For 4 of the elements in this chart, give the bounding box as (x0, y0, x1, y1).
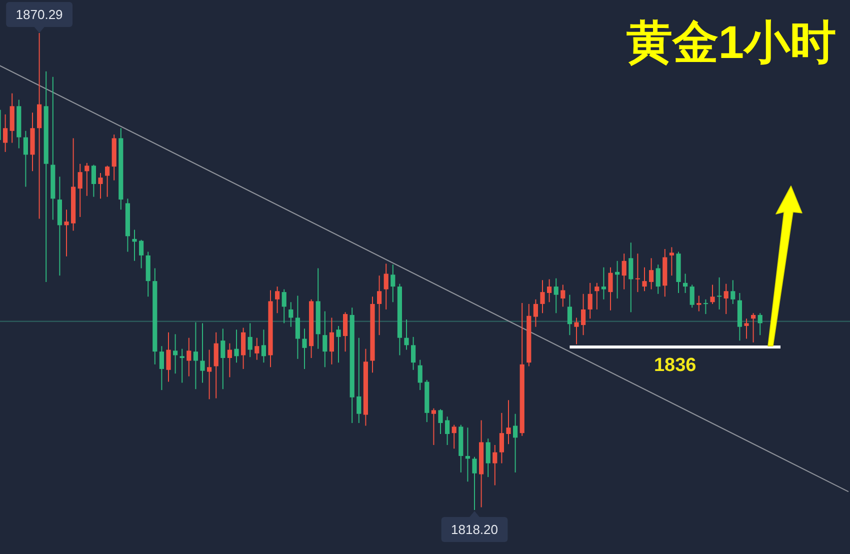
chart-title: 黄金1小时 (626, 16, 836, 68)
annotation: 1870.29 (16, 7, 63, 22)
annotation: 1818.20 (451, 522, 498, 537)
annotation: 1836 (654, 355, 696, 376)
